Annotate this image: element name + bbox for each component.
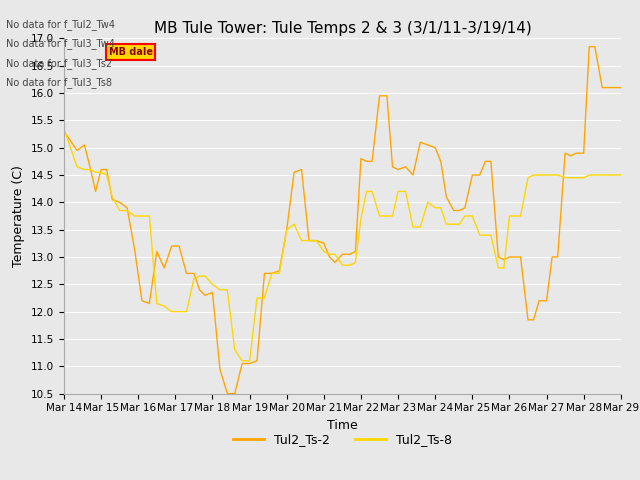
- Tul2_Ts-8: [238, 358, 246, 364]
- Text: MB dale: MB dale: [109, 47, 152, 57]
- Title: MB Tule Tower: Tule Temps 2 & 3 (3/1/11-3/19/14): MB Tule Tower: Tule Temps 2 & 3 (3/1/11-…: [154, 21, 531, 36]
- Y-axis label: Temperature (C): Temperature (C): [12, 165, 26, 267]
- Text: No data for f_Tul2_Tw4: No data for f_Tul2_Tw4: [6, 19, 115, 30]
- Tul2_Ts-2: [238, 360, 246, 366]
- Tul2_Ts-8: [60, 126, 68, 132]
- Text: No data for f_Tul3_Ts8: No data for f_Tul3_Ts8: [6, 77, 113, 88]
- Tul2_Ts-2: [60, 129, 68, 134]
- Tul2_Ts-8: [268, 271, 276, 276]
- Line: Tul2_Ts-2: Tul2_Ts-2: [64, 47, 621, 394]
- Tul2_Ts-8: [231, 347, 239, 353]
- Text: No data for f_Tul3_Ts2: No data for f_Tul3_Ts2: [6, 58, 113, 69]
- Tul2_Ts-2: [598, 84, 606, 90]
- Tul2_Ts-2: [357, 156, 365, 161]
- Tul2_Ts-2: [268, 271, 276, 276]
- Tul2_Ts-8: [153, 300, 161, 306]
- Tul2_Ts-8: [617, 172, 625, 178]
- Tul2_Ts-2: [617, 84, 625, 90]
- X-axis label: Time: Time: [327, 419, 358, 432]
- Text: No data for f_Tul3_Tw4: No data for f_Tul3_Tw4: [6, 38, 115, 49]
- Tul2_Ts-2: [223, 391, 231, 396]
- Tul2_Ts-2: [153, 249, 161, 254]
- Tul2_Ts-8: [591, 172, 598, 178]
- Tul2_Ts-8: [246, 358, 253, 364]
- Tul2_Ts-2: [586, 44, 593, 49]
- Legend: Tul2_Ts-2, Tul2_Ts-8: Tul2_Ts-2, Tul2_Ts-8: [228, 428, 457, 451]
- Tul2_Ts-2: [246, 360, 253, 366]
- Line: Tul2_Ts-8: Tul2_Ts-8: [64, 129, 621, 361]
- Tul2_Ts-8: [357, 216, 365, 222]
